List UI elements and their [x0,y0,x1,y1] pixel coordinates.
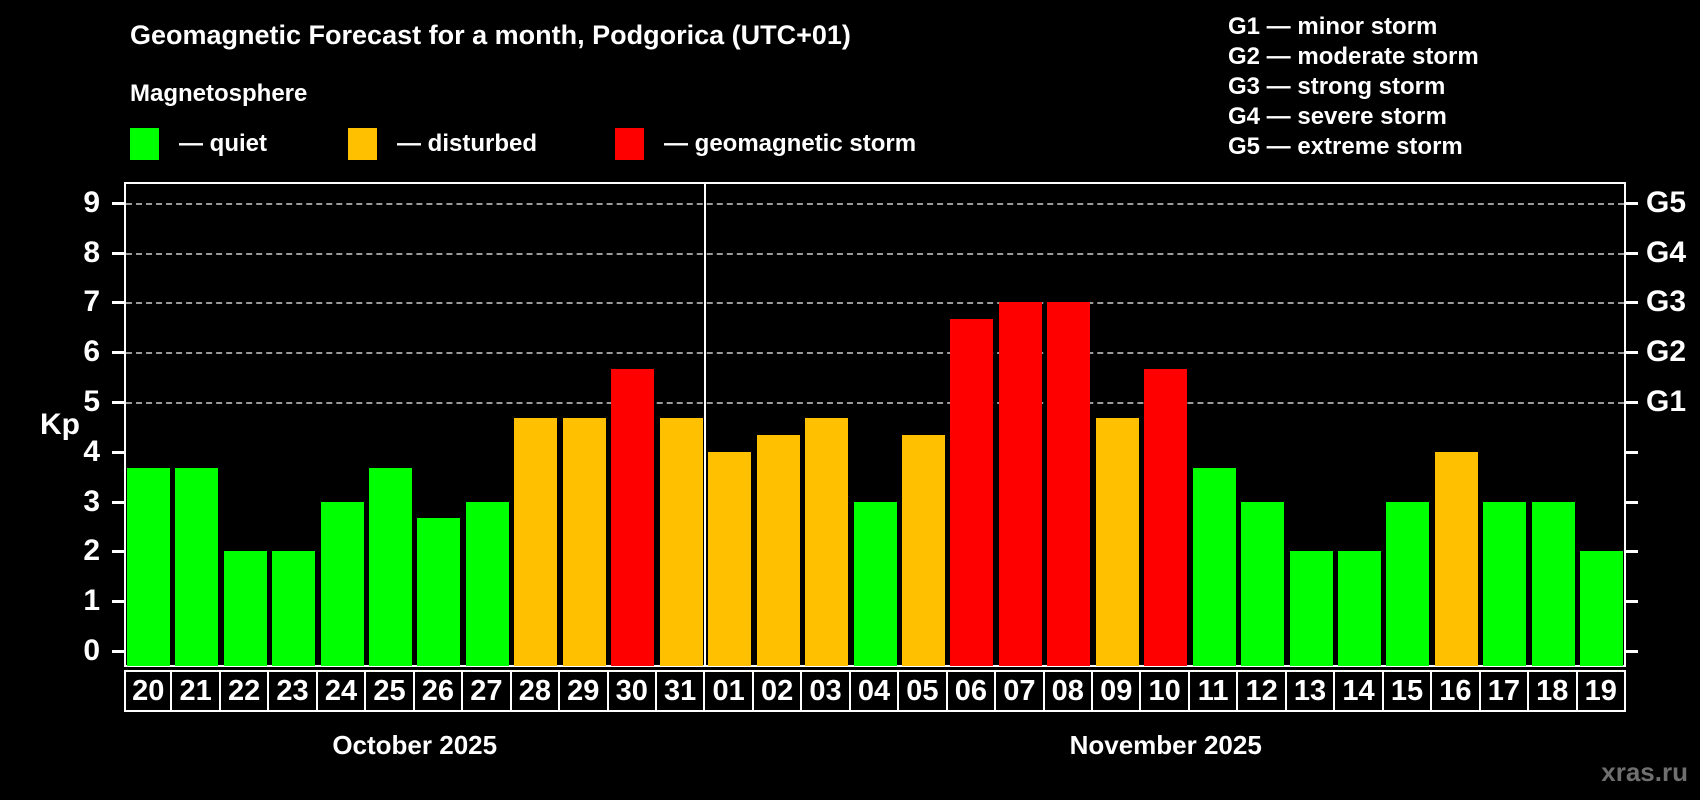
right-axis-tick [1626,550,1638,554]
day-label: 30 [606,670,657,712]
storm-scale-item: G4 — severe storm [1228,103,1447,130]
day-label: 16 [1430,670,1481,712]
day-label: 25 [364,670,415,712]
storm-scale-item: G2 — moderate storm [1228,43,1479,70]
day-label: 22 [218,670,270,712]
storm-scale-item: G3 — strong storm [1228,73,1446,100]
y-axis-tick [112,600,124,604]
day-label: 10 [1139,670,1190,712]
y-axis-tick [112,401,124,404]
chart-plot-area [124,182,1626,667]
day-label: 26 [412,670,464,712]
right-axis-tick [1626,600,1638,604]
legend-item-storm: — geomagnetic storm [615,128,916,160]
right-axis-tick [1626,450,1638,454]
day-label: 17 [1478,670,1530,712]
right-axis-tick [1626,351,1638,355]
storm-legend-label: — geomagnetic storm [664,130,917,157]
day-label: 06 [945,670,997,712]
day-label: 11 [1187,670,1239,712]
legend-item-quiet: — quiet [130,128,267,160]
right-axis-tick [1626,201,1638,205]
right-axis-tick [1626,650,1638,653]
storm-scale-item: G1 — minor storm [1228,13,1438,40]
right-axis-tick [1626,251,1638,255]
disturbed-color-swatch [348,128,377,160]
day-label: 04 [848,670,900,712]
day-label: 02 [751,670,803,712]
day-label: 09 [1091,670,1142,712]
day-label: 14 [1333,670,1384,712]
day-label: 05 [897,670,948,712]
right-axis-tick [1626,500,1638,504]
day-label: 01 [703,670,754,712]
storm-scale-item: G5 — extreme storm [1228,133,1463,160]
g-scale-label: G4 [1646,235,1687,269]
y-tick-label: 3 [83,484,100,518]
day-label: 08 [1042,670,1094,712]
legend-item-disturbed: — disturbed [348,128,537,160]
magnetosphere-subtitle: Magnetosphere [130,80,308,107]
quiet-legend-label: — quiet [179,130,267,157]
day-label: 03 [800,670,851,712]
right-axis-tick [1626,401,1638,404]
y-axis-tick [112,650,124,653]
day-label: 28 [509,670,561,712]
storm-color-swatch [615,128,644,160]
watermark: xras.ru [1601,757,1688,787]
day-label: 12 [1236,670,1287,712]
y-axis-tick [112,351,124,355]
y-tick-label: 9 [83,185,100,219]
day-label: 15 [1381,670,1433,712]
day-label: 21 [170,670,221,712]
quiet-color-swatch [130,128,159,160]
day-label: 31 [654,670,706,712]
page-title: Geomagnetic Forecast for a month, Podgor… [130,20,851,50]
g-scale-label: G1 [1646,385,1687,418]
day-label: 19 [1575,670,1626,712]
month-label: November 2025 [1069,730,1262,760]
day-label: 29 [558,670,609,712]
day-label: 13 [1284,670,1336,712]
y-axis-tick [112,201,124,205]
day-label: 07 [994,670,1045,712]
day-label: 18 [1527,670,1578,712]
day-label: 23 [267,670,318,712]
y-tick-label: 6 [83,335,100,369]
g-scale-label: G3 [1646,285,1687,319]
y-axis-tick [112,251,124,255]
day-label: 27 [461,670,512,712]
y-tick-label: 2 [83,534,100,568]
y-tick-label: 8 [83,235,100,269]
y-axis-tick [112,450,124,454]
g-scale-label: G2 [1646,335,1687,369]
y-axis-tick [112,500,124,504]
day-label: 20 [124,670,173,712]
storm-scale-legend: G1 — minor storm G2 — moderate storm G3 — … [1228,12,1479,162]
y-axis-tick [112,301,124,305]
y-tick-label: 0 [83,634,100,667]
y-tick-label: 1 [83,584,100,618]
disturbed-legend-label: — disturbed [397,130,538,157]
right-axis-tick [1626,301,1638,305]
y-axis-title: Kp [40,408,80,441]
y-axis-tick [112,550,124,554]
month-label: October 2025 [332,730,498,760]
y-tick-label: 7 [83,285,100,319]
g-scale-label: G5 [1646,185,1687,219]
day-label: 24 [315,670,367,712]
